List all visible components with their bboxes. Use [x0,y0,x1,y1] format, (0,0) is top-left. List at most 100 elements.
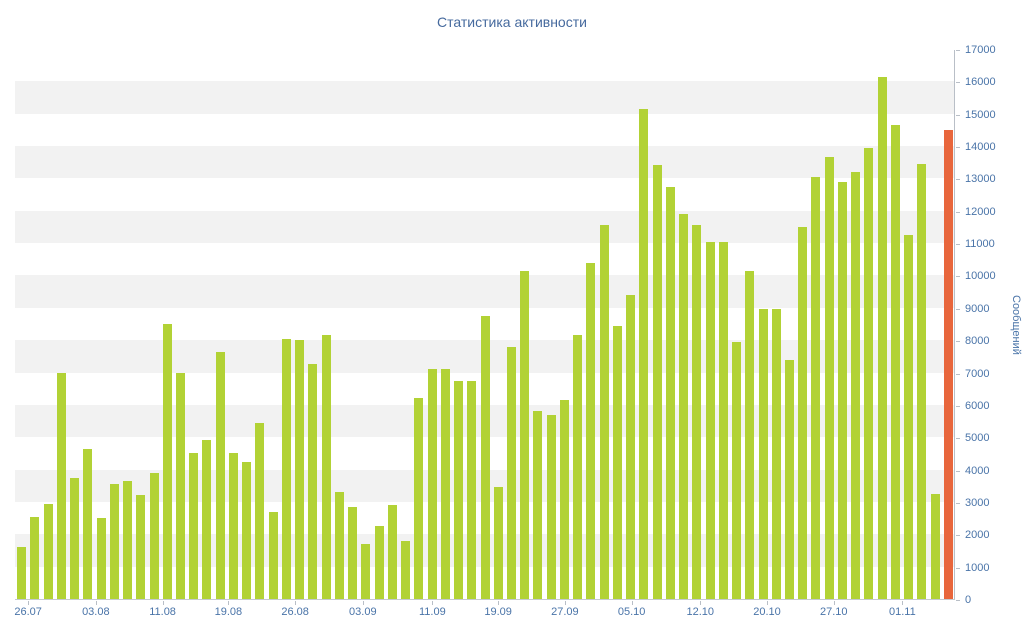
bar[interactable] [83,448,93,599]
y-tick-label: 8000 [965,335,990,348]
y-tick-label: 9000 [965,302,990,315]
bar[interactable] [295,340,305,599]
y-tick-mark [956,50,960,51]
bar[interactable] [308,364,318,599]
bar[interactable] [454,380,464,599]
bar[interactable] [228,453,238,599]
bar[interactable] [414,398,424,599]
bar[interactable] [824,157,834,599]
bar[interactable] [109,484,119,599]
bar[interactable] [612,325,622,599]
y-tick-label: 14000 [965,141,996,154]
x-tick-label: 19.08 [214,606,243,618]
y-tick-mark [956,535,960,537]
bar[interactable] [546,414,556,599]
bar[interactable] [639,108,649,599]
x-tick-label: 03.09 [349,606,377,618]
bar[interactable] [480,315,490,599]
bar[interactable] [149,472,159,599]
bar[interactable] [136,495,146,599]
x-tick-mark [902,601,904,605]
bar[interactable] [96,518,106,599]
bar[interactable] [758,309,768,599]
bar[interactable] [387,505,397,599]
x-tick-label: 03.08 [82,606,110,618]
bar[interactable] [798,226,808,599]
x-tick-mark [95,601,97,605]
bar[interactable] [56,372,66,599]
bar[interactable] [43,503,53,599]
y-tick-label: 13000 [965,173,996,186]
bar-highlighted[interactable] [943,129,953,599]
bar[interactable] [493,487,503,599]
y-tick-label: 16000 [965,76,996,89]
bar[interactable] [215,351,225,599]
bar[interactable] [890,125,900,599]
y-axis: 0 1000 2000 3000 4000 5000 6000 7000 8000 9000 100… [956,44,1011,606]
y-tick-mark [956,276,960,278]
bar[interactable] [242,461,252,599]
bar[interactable] [917,163,927,599]
y-tick-mark [956,147,960,149]
bar[interactable] [573,335,583,599]
bar[interactable] [679,214,689,599]
bar[interactable] [374,526,384,599]
bar[interactable] [864,147,874,599]
bar[interactable] [745,270,755,599]
x-tick-label: 12.10 [686,606,715,618]
bar[interactable] [189,453,199,599]
bar[interactable] [665,186,675,599]
bar[interactable] [334,492,344,599]
bar[interactable] [281,338,291,599]
bar[interactable] [175,372,185,599]
bar[interactable] [652,165,662,599]
bar[interactable] [877,76,887,599]
bar[interactable] [321,335,331,599]
bar[interactable] [427,369,437,599]
bar[interactable] [626,294,636,599]
bar[interactable] [851,171,861,599]
bar[interactable] [559,400,569,599]
bar[interactable] [255,422,265,599]
x-tick-label: 11.08 [149,606,176,618]
bar[interactable] [930,493,940,599]
bar[interactable] [17,547,27,599]
bar[interactable] [70,477,80,599]
bar[interactable] [533,411,543,599]
bar[interactable] [692,225,702,599]
bar[interactable] [162,324,172,599]
bar[interactable] [811,176,821,599]
bar[interactable] [506,346,516,599]
bar[interactable] [904,235,914,599]
grid-band [15,81,954,114]
bar[interactable] [401,540,411,599]
bar[interactable] [837,181,847,599]
bar[interactable] [467,380,477,599]
y-tick-mark [956,438,960,440]
y-tick-mark [956,179,960,181]
bar[interactable] [586,262,596,599]
bar[interactable] [718,241,728,599]
x-tick-mark [767,601,768,605]
grid-band [15,275,954,308]
bar[interactable] [268,511,278,599]
bar[interactable] [599,225,609,599]
x-tick-label: 01.11 [889,606,916,618]
bar[interactable] [771,309,781,599]
y-axis-title: Сообщений [1010,295,1022,355]
x-tick-mark [833,601,835,605]
bar[interactable] [440,369,450,599]
bar[interactable] [705,241,715,599]
bar[interactable] [202,440,212,599]
bar[interactable] [348,506,358,599]
y-tick-label: 6000 [965,399,990,412]
bar[interactable] [361,544,371,599]
bar[interactable] [785,359,794,599]
bar[interactable] [123,480,133,599]
y-tick-mark [956,341,960,343]
bar[interactable] [732,341,742,599]
bar[interactable] [30,516,40,599]
bar[interactable] [520,270,530,599]
y-tick-label: 7000 [965,367,990,380]
x-tick-mark [432,601,434,605]
